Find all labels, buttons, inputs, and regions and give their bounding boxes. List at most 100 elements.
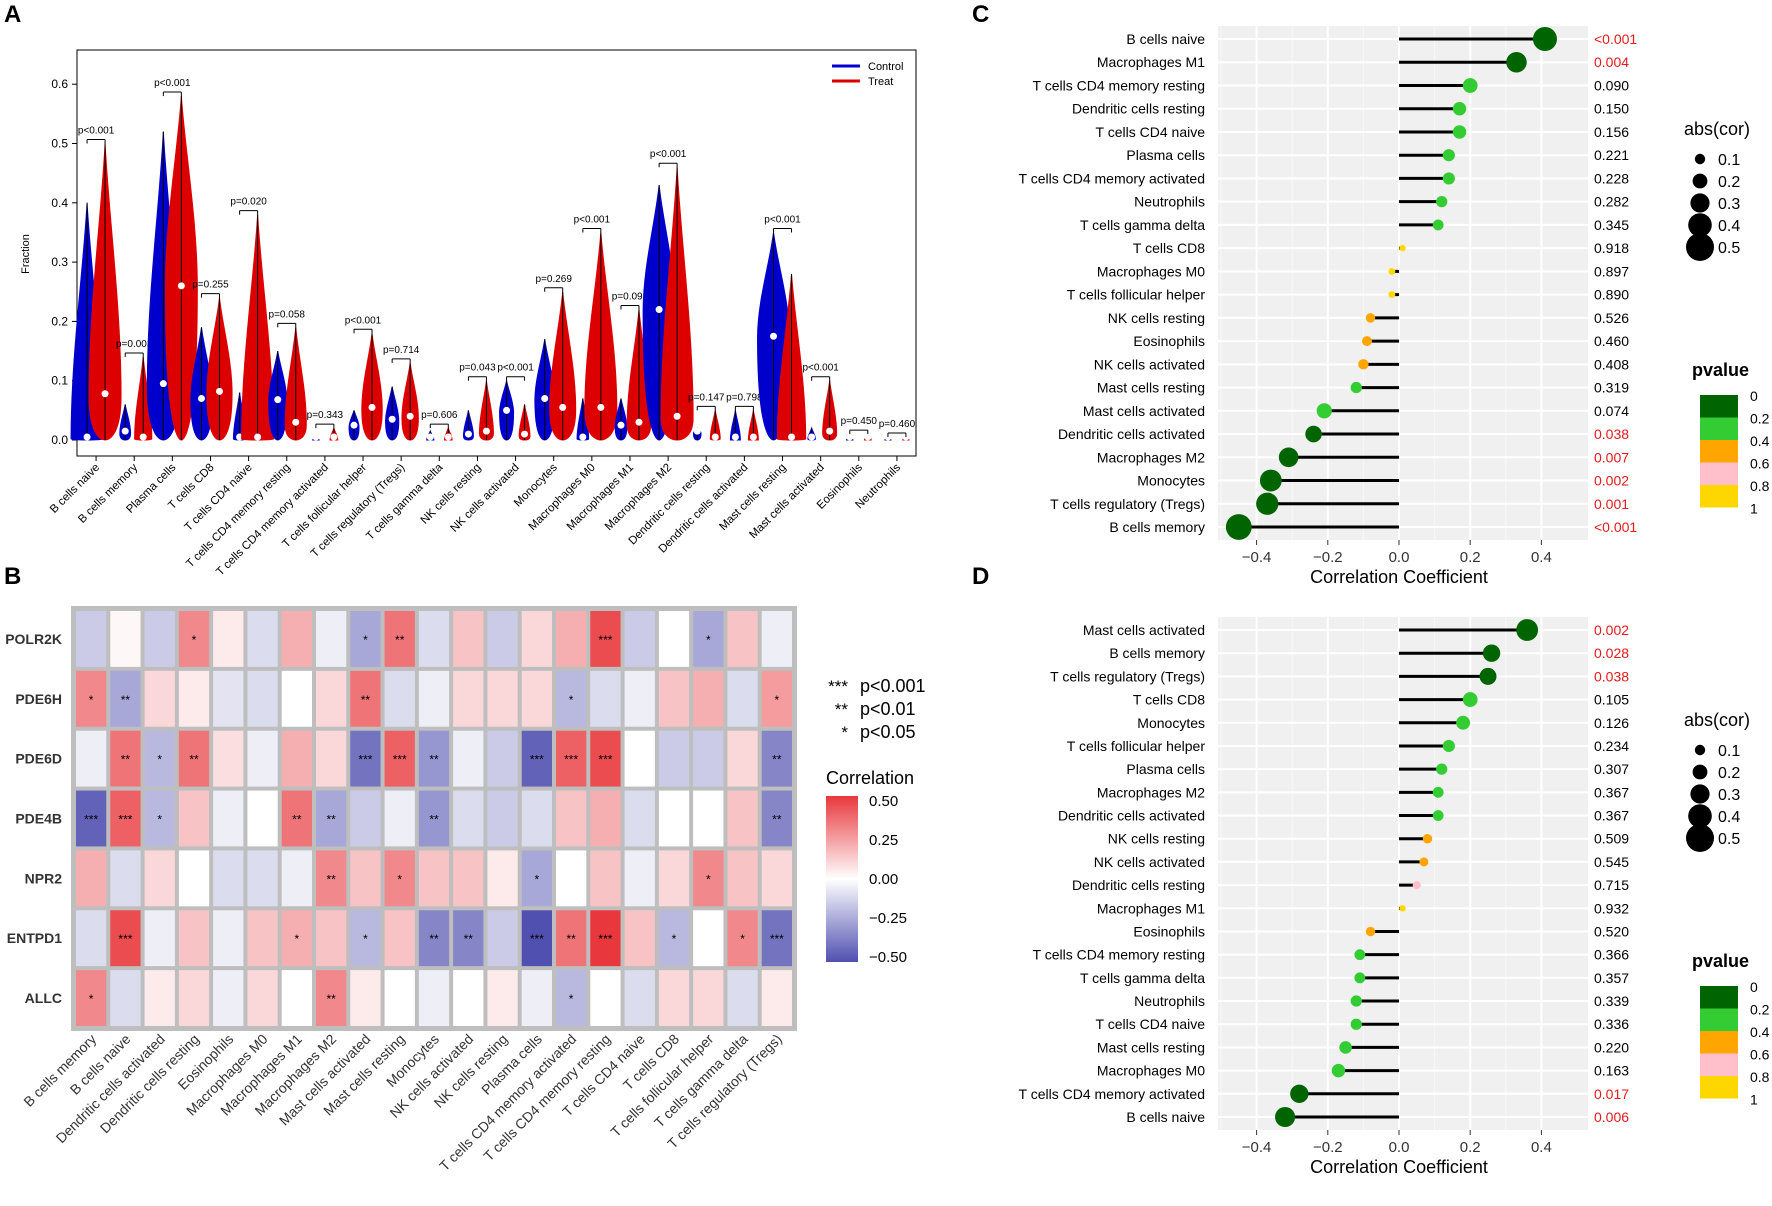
size-legend-dot xyxy=(1694,744,1706,756)
heatmap-cell xyxy=(213,850,244,907)
sig-label: p<0.001 xyxy=(860,676,926,696)
color-legend-label: 0.8 xyxy=(1750,1069,1770,1085)
p-value-label: 0.228 xyxy=(1594,170,1629,186)
heatmap-cell xyxy=(487,790,518,847)
heatmap-cell xyxy=(658,970,690,1026)
heatmap-cell xyxy=(213,790,244,847)
violin-treat-median xyxy=(330,433,338,441)
p-value-label: 0.319 xyxy=(1594,380,1629,396)
heatmap-cell xyxy=(590,970,621,1026)
row-label: Neutrophils xyxy=(1134,194,1205,210)
heatmap-cell xyxy=(76,970,107,1026)
color-legend-band xyxy=(1700,1053,1738,1076)
color-legend-band xyxy=(1700,986,1738,1009)
heatmap-cell xyxy=(110,730,141,787)
row-label: Macrophages M0 xyxy=(1097,263,1205,279)
violin-control-median xyxy=(312,433,320,441)
legend-label: Control xyxy=(868,61,903,73)
heatmap-cell xyxy=(556,611,587,667)
heatmap-star: * xyxy=(706,872,711,886)
size-legend-label: 0.4 xyxy=(1718,218,1740,235)
heatmap-star: ** xyxy=(566,932,576,946)
heatmap-cell xyxy=(487,970,518,1026)
panel-label-b: B xyxy=(4,563,21,590)
heatmap-star: ** xyxy=(429,813,439,827)
plot-background xyxy=(1218,617,1588,1130)
size-legend-dot xyxy=(1690,193,1710,213)
heatmap-cell xyxy=(727,850,758,907)
heatmap-star: * xyxy=(363,633,368,647)
p-value-label: p<0.001 xyxy=(345,315,382,326)
heatmap-cell xyxy=(761,611,792,667)
heatmap-star: * xyxy=(775,693,780,707)
heatmap-star: ** xyxy=(429,753,439,767)
violin-treat-median xyxy=(635,418,643,426)
heatmap-star: ** xyxy=(121,693,131,707)
color-legend-title: pvalue xyxy=(1692,951,1749,971)
p-value-label: 0.220 xyxy=(1594,1039,1629,1055)
row-label: Macrophages M2 xyxy=(1097,449,1205,465)
row-label: T cells CD4 memory activated xyxy=(1019,170,1205,186)
violin-control-median xyxy=(350,421,358,429)
violin-treat-median xyxy=(711,433,719,441)
row-label: T cells follicular helper xyxy=(1067,738,1206,754)
heatmap-star: * xyxy=(363,932,368,946)
x-tick-label: −0.2 xyxy=(1313,1139,1343,1156)
size-legend-dot xyxy=(1688,213,1712,237)
p-value-label: 0.163 xyxy=(1594,1063,1629,1079)
violin-control-median xyxy=(388,415,396,423)
heatmap-cell xyxy=(76,611,107,667)
lollipop-dot xyxy=(1275,1106,1296,1128)
lollipop-dot xyxy=(1419,857,1429,867)
row-label: T cells regulatory (Tregs) xyxy=(1050,668,1205,684)
heatmap-cell xyxy=(178,670,210,727)
heatmap-cell xyxy=(693,910,724,967)
heatmap-cell xyxy=(521,790,552,847)
heatmap-cell xyxy=(110,670,141,727)
heatmap-cell xyxy=(693,790,724,847)
heatmap-cell xyxy=(453,611,484,667)
p-value-label: 0.509 xyxy=(1594,831,1629,847)
lollipop-dot xyxy=(1354,949,1366,961)
heatmap-star: * xyxy=(740,932,745,946)
p-value-label: 0.890 xyxy=(1594,287,1629,303)
heatmap-cell xyxy=(316,790,347,847)
x-tick-label: 0.0 xyxy=(1389,1139,1410,1156)
heatmap-cell xyxy=(693,730,724,787)
p-value-label: p=0.255 xyxy=(192,280,229,291)
heatmap-cell xyxy=(418,970,450,1026)
plot-frame xyxy=(76,49,917,457)
p-value-label: 0.221 xyxy=(1594,147,1629,163)
heatmap-cell xyxy=(727,970,758,1026)
row-label: Dendritic cells resting xyxy=(1072,101,1205,117)
heatmap-cell xyxy=(350,970,381,1026)
heatmap-cell xyxy=(624,850,655,907)
heatmap-cell xyxy=(521,611,552,667)
heatmap-row-label: ENTPD1 xyxy=(7,930,62,946)
heatmap-cell xyxy=(384,670,415,727)
row-label: T cells CD4 memory activated xyxy=(1019,1086,1205,1102)
heatmap-star: ** xyxy=(326,872,336,886)
violin-treat-median xyxy=(139,433,147,441)
heatmap-cell xyxy=(761,670,792,727)
heatmap-star: ** xyxy=(121,753,131,767)
violin-control-median xyxy=(83,433,91,441)
heatmap-cell xyxy=(178,850,210,907)
lollipop-dot xyxy=(1436,196,1448,208)
heatmap-cell xyxy=(418,790,450,847)
heatmap-cell xyxy=(247,730,278,787)
heatmap-cell xyxy=(761,910,792,967)
colorbar-tick-label: 0.50 xyxy=(869,793,898,810)
heatmap-cell xyxy=(761,850,792,907)
heatmap-star: ** xyxy=(772,753,782,767)
p-value-label: 0.282 xyxy=(1594,194,1629,210)
heatmap-cell xyxy=(350,730,381,787)
row-label: NK cells resting xyxy=(1108,831,1205,847)
violin-control-median xyxy=(579,433,587,441)
heatmap-cell xyxy=(590,670,621,727)
violin-treat-median xyxy=(864,433,872,441)
heatmap-star: ** xyxy=(429,932,439,946)
p-value-label: 0.357 xyxy=(1594,970,1629,986)
